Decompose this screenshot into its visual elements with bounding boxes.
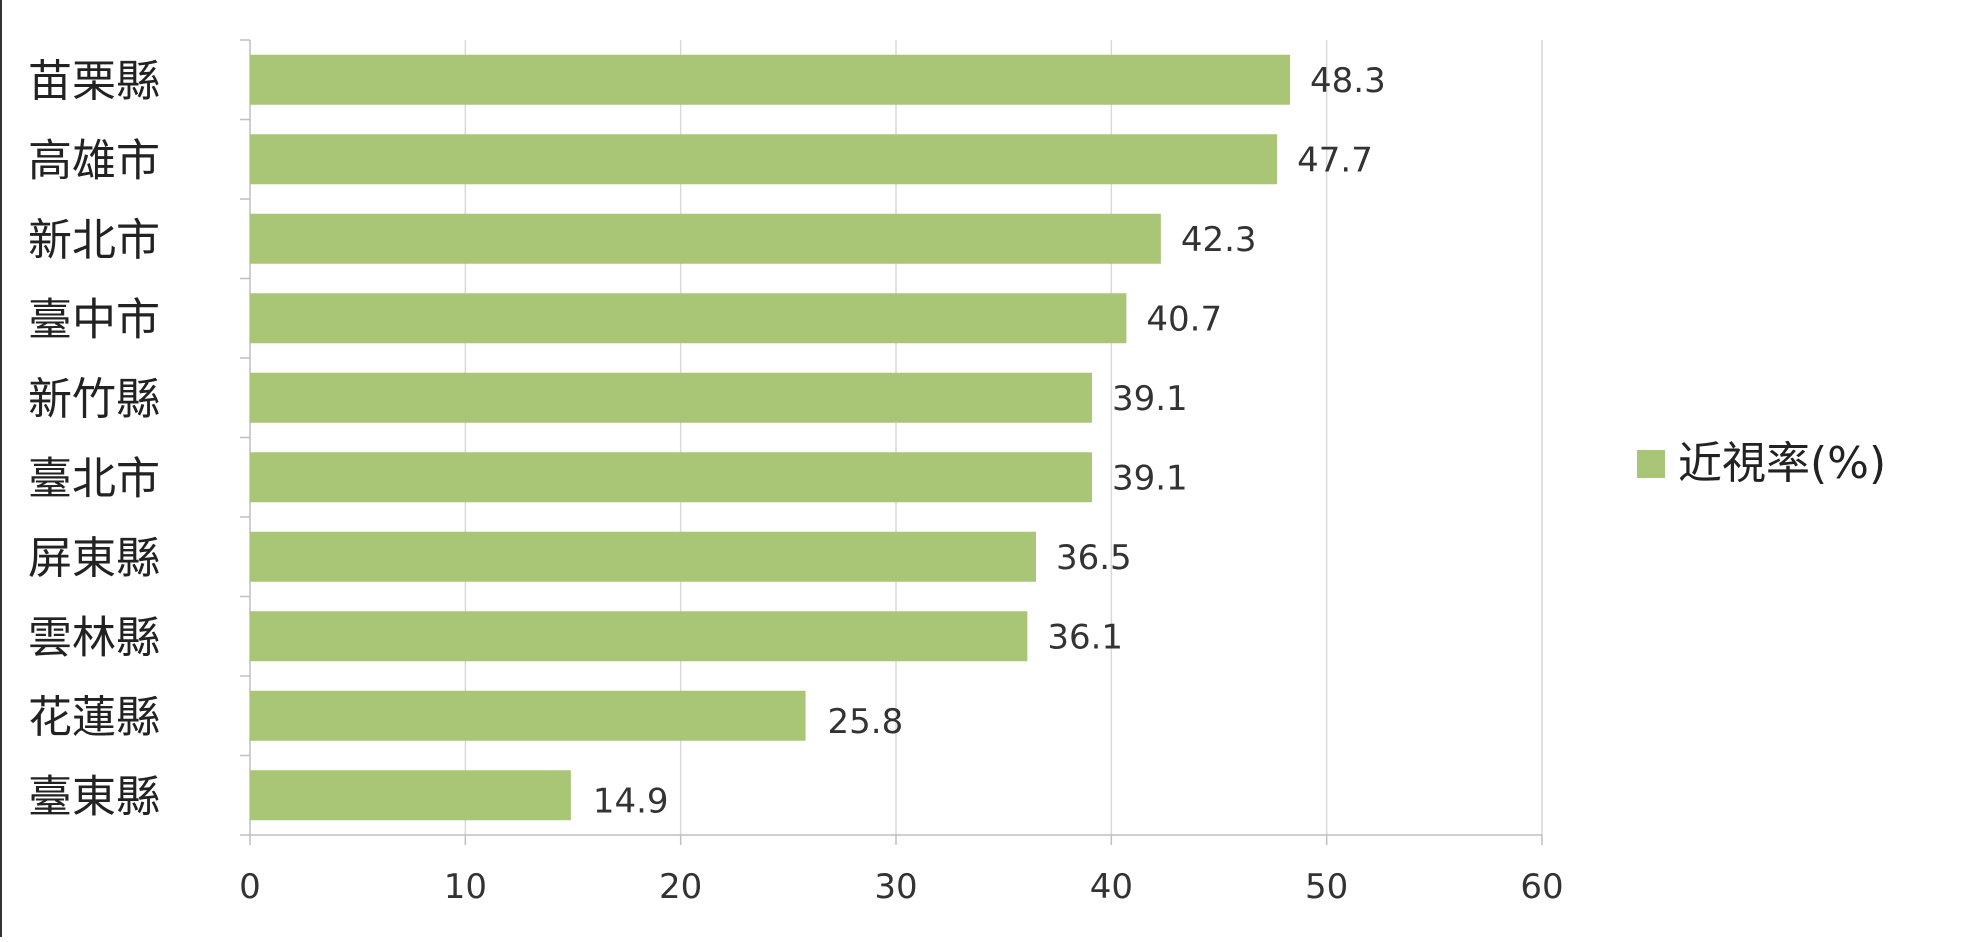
bar — [250, 293, 1127, 344]
data-label: 39.1 — [1112, 458, 1188, 498]
bar — [250, 531, 1036, 582]
bar — [250, 452, 1092, 503]
data-label: 47.7 — [1297, 140, 1373, 180]
x-tick-label: 0 — [239, 867, 261, 907]
x-tick-label: 10 — [444, 867, 487, 907]
data-label: 14.9 — [593, 781, 669, 821]
data-labels: 苗栗縣 48.3 高雄市 47.7 新北市 42.3 臺中市 40.7 新竹縣 39.1 臺北市 39… — [28, 56, 1386, 823]
y-category-label: 雲林縣 — [28, 612, 160, 663]
data-label: 36.5 — [1056, 538, 1132, 578]
y-category-label: 新竹縣 — [28, 374, 160, 425]
data-label: 25.8 — [828, 702, 904, 742]
data-label: 48.3 — [1310, 61, 1386, 101]
bar — [250, 54, 1291, 105]
bar — [250, 770, 571, 821]
legend: 近視率(%) — [1637, 438, 1886, 489]
x-tick-label: 30 — [874, 867, 917, 907]
x-tick-label: 20 — [659, 867, 702, 907]
data-label: 39.1 — [1112, 379, 1188, 419]
y-category-label: 苗栗縣 — [28, 56, 160, 107]
legend-label: 近視率(%) — [1678, 438, 1886, 489]
y-category-label: 臺東縣 — [28, 771, 160, 822]
data-label: 36.1 — [1047, 617, 1123, 657]
y-category-label: 屏東縣 — [28, 533, 160, 584]
data-label: 42.3 — [1181, 220, 1257, 260]
x-tick-label: 40 — [1090, 867, 1133, 907]
y-category-label: 臺中市 — [28, 294, 160, 345]
y-category-label: 臺北市 — [28, 453, 160, 504]
bar — [250, 372, 1092, 423]
y-category-label: 新北市 — [28, 215, 160, 266]
x-tick-label: 50 — [1305, 867, 1348, 907]
bars — [250, 54, 1291, 821]
y-category-label: 高雄市 — [28, 135, 160, 186]
y-category-label: 花蓮縣 — [28, 692, 160, 743]
bar — [250, 611, 1028, 662]
bar — [250, 213, 1161, 264]
data-label: 40.7 — [1146, 299, 1222, 339]
legend-swatch — [1637, 450, 1665, 478]
x-tick-label: 60 — [1520, 867, 1563, 907]
bar — [250, 134, 1278, 185]
bar — [250, 690, 806, 741]
